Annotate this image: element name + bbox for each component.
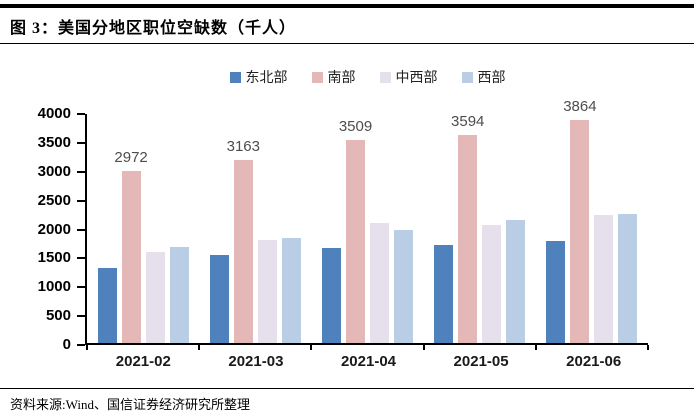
y-tick-mark (77, 113, 85, 115)
legend-item: 东北部 (229, 67, 288, 87)
y-tick-mark (77, 315, 85, 318)
bar-chart: 东北部 南部 中西部 西部 0 500 1000 1500 2000 2500 3000 3500 4… (0, 43, 694, 370)
y-tick-label: 2500 (37, 191, 71, 209)
y-tick-label: 500 (45, 307, 71, 325)
legend-label: 中西部 (395, 71, 438, 86)
legend-swatch-icon (311, 71, 323, 83)
bar-西部-2021-06 (618, 213, 638, 343)
y-tick-label: 4000 (37, 105, 71, 122)
bar-group: 3509 (311, 114, 423, 343)
figure-title: 图 3：美国分地区职位空缺数（千人） (10, 20, 297, 37)
x-axis-label: 2021-06 (566, 353, 622, 370)
bar-中西部-2021-06 (594, 215, 614, 343)
y-tick-mark (77, 257, 85, 260)
bar-南部-2021-03: 3163 (227, 138, 260, 343)
x-tick-mark (86, 345, 88, 350)
bar-西部-2021-03 (281, 238, 301, 343)
bar-中西部-2021-02 (145, 251, 165, 343)
x-tick-mark (198, 345, 201, 350)
y-tick-label: 3500 (37, 133, 71, 151)
x-axis-labels: 2021-02 2021-03 2021-04 2021-05 2021-06 (87, 353, 650, 370)
data-label: 3864 (563, 97, 597, 115)
source-note: 资料来源:Wind、国信证券经济研究所整理 (10, 397, 250, 412)
x-tick-mark (647, 345, 649, 350)
bar-group: 3594 (424, 113, 536, 343)
x-axis-label: 2021-05 (453, 353, 509, 370)
bar-南部-2021-05: 3594 (451, 113, 484, 343)
bar-南部-2021-04: 3509 (339, 118, 372, 343)
bar-东北部-2021-02 (97, 267, 117, 343)
bar-东北部-2021-03 (209, 255, 229, 343)
legend-item: 南部 (311, 67, 356, 87)
bar-group: 3864 (536, 98, 648, 343)
y-tick-mark (77, 344, 85, 346)
y-tick-mark (77, 286, 85, 289)
legend-label: 南部 (327, 71, 356, 86)
footer-divider (0, 388, 694, 389)
x-axis-label: 2021-04 (340, 353, 397, 370)
y-tick-label: 2000 (37, 220, 71, 238)
bar-东北部-2021-05 (434, 245, 454, 343)
y-tick-label: 1000 (37, 278, 71, 296)
bar-中西部-2021-04 (370, 223, 389, 343)
bar-西部-2021-04 (394, 229, 413, 343)
y-tick-mark (77, 141, 85, 144)
bar-中西部-2021-05 (482, 224, 502, 343)
plot-row: 0 500 1000 1500 2000 2500 3000 3500 4000 2972 316… (0, 98, 694, 353)
x-tick-mark (310, 345, 313, 350)
top-rule (0, 4, 694, 8)
title-divider (0, 43, 694, 44)
legend-label: 西部 (477, 71, 506, 86)
y-axis: 0 500 1000 1500 2000 2500 3000 3500 4000 (0, 105, 85, 353)
bar-西部-2021-02 (169, 247, 189, 343)
bar-东北部-2021-06 (546, 241, 566, 343)
y-tick-mark (77, 228, 85, 231)
x-axis-label: 2021-03 (228, 353, 284, 370)
plot-area: 2972 3163 3509 3594 3864 (85, 98, 649, 350)
y-tick-mark (77, 170, 85, 173)
y-tick-label: 1500 (37, 249, 71, 267)
data-label: 2972 (114, 149, 148, 167)
y-tick-mark (77, 199, 85, 202)
data-label: 3163 (226, 138, 260, 156)
bar-南部-2021-02: 2972 (114, 149, 148, 343)
legend-swatch-icon (229, 71, 241, 83)
bar-group: 2972 (87, 114, 199, 343)
chart-legend: 东北部 南部 中西部 西部 (85, 67, 650, 87)
legend-label: 东北部 (245, 71, 288, 86)
legend-swatch-icon (461, 71, 473, 83)
bar-南部-2021-06: 3864 (563, 98, 597, 343)
data-label: 3594 (451, 113, 485, 131)
x-tick-mark (422, 345, 425, 350)
x-axis-label: 2021-02 (115, 353, 171, 370)
bar-group: 3163 (199, 114, 311, 343)
x-tick-mark (534, 345, 537, 350)
y-tick-label: 3000 (37, 162, 71, 180)
y-tick-label: 0 (62, 336, 71, 353)
legend-swatch-icon (379, 71, 391, 83)
data-label: 3509 (338, 118, 373, 136)
legend-item: 中西部 (379, 67, 438, 87)
legend-item: 西部 (461, 67, 506, 87)
bar-西部-2021-05 (506, 220, 526, 343)
bar-东北部-2021-04 (322, 248, 341, 343)
bar-中西部-2021-03 (257, 240, 277, 343)
